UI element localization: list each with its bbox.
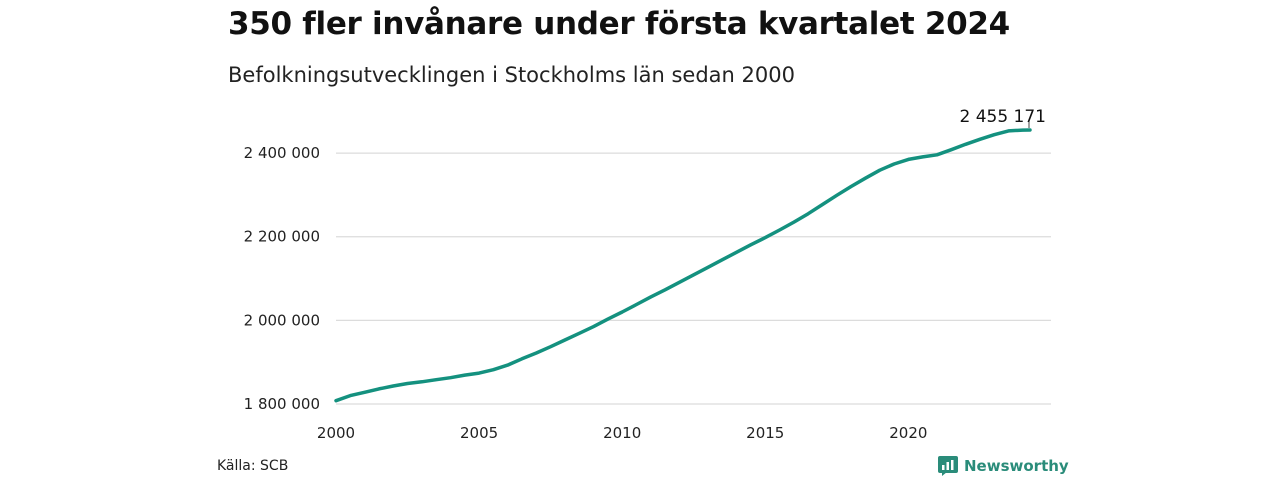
end-value-label: 2 455 171 [959, 107, 1046, 127]
x-tick-label: 2020 [889, 424, 927, 442]
brand-name: Newsworthy [964, 457, 1069, 475]
x-tick-label: 2010 [603, 424, 641, 442]
source-note: Källa: SCB [217, 458, 289, 474]
y-tick-label: 2 200 000 [244, 228, 320, 246]
y-tick-label: 2 000 000 [244, 311, 320, 329]
annotations: 2 455 171 [959, 107, 1046, 129]
x-axis-tick-labels: 2000 2005 2010 2015 2020 [317, 424, 928, 442]
series-layer [334, 128, 1032, 403]
y-tick-label: 1 800 000 [244, 395, 320, 413]
newsworthy-logo-icon [938, 456, 958, 476]
chart-subtitle: Befolkningsutvecklingen i Stockholms län… [228, 63, 795, 87]
y-axis-tick-labels: 1 800 000 2 000 000 2 200 000 2 400 000 [244, 144, 320, 413]
series-line [334, 128, 1032, 403]
newsworthy-logo[interactable]: Newsworthy [938, 456, 1069, 476]
gridlines [336, 152, 1051, 405]
x-tick-label: 2005 [460, 424, 498, 442]
x-tick-label: 2000 [317, 424, 355, 442]
chart-title: 350 fler invånare under första kvartalet… [228, 6, 1010, 42]
y-tick-label: 2 400 000 [244, 144, 320, 162]
x-tick-label: 2015 [746, 424, 784, 442]
